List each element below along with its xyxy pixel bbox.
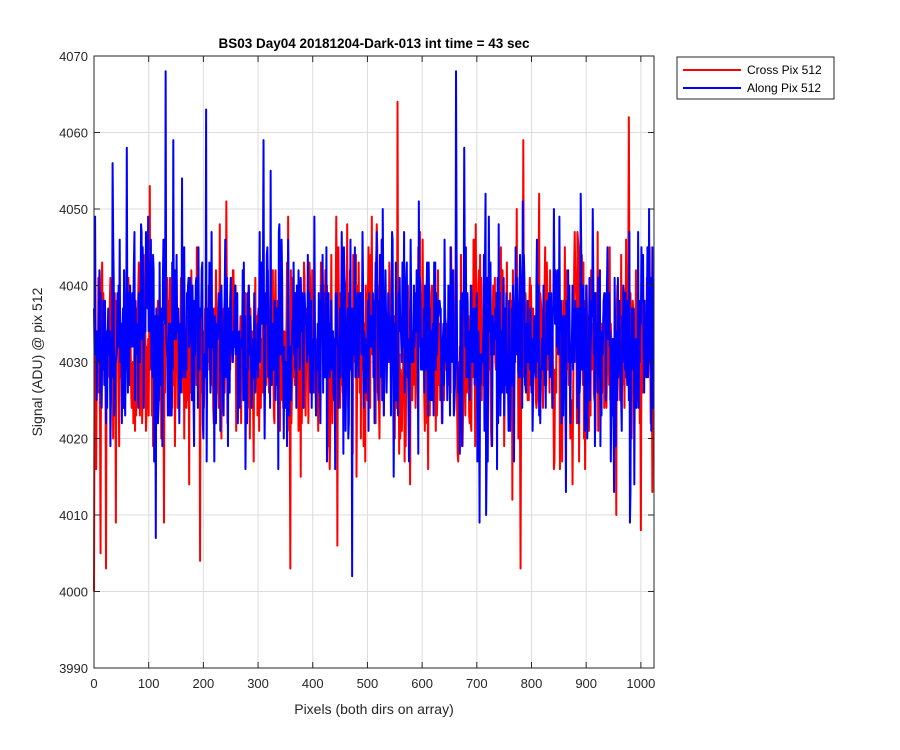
x-tick-label: 500	[357, 676, 379, 691]
y-tick-label: 4020	[59, 432, 88, 447]
y-tick-label: 4010	[59, 508, 88, 523]
series-layer	[93, 70, 655, 592]
x-tick-label: 300	[247, 676, 269, 691]
x-tick-label: 200	[193, 676, 215, 691]
x-tick-label: 1000	[626, 676, 655, 691]
x-tick-label: 900	[575, 676, 597, 691]
x-tick-label: 700	[466, 676, 488, 691]
y-tick-label: 4050	[59, 202, 88, 217]
x-tick-label: 800	[521, 676, 543, 691]
plot-area: 0 100 200 300 400 500 600 700 800 900 1000 3990 4000…	[59, 49, 655, 691]
x-tick-label: 400	[302, 676, 324, 691]
x-tick-label: 600	[411, 676, 433, 691]
legend: Cross Pix 512 Along Pix 512	[676, 56, 835, 100]
x-axis-label: Pixels (both dirs on array)	[294, 701, 454, 717]
x-tick-label: 0	[90, 676, 97, 691]
y-tick-label: 4030	[59, 355, 88, 370]
legend-label-along: Along Pix 512	[747, 81, 821, 95]
ticks: 0 100 200 300 400 500 600 700 800 900 1000 3990 4000…	[59, 49, 655, 691]
y-tick-label: 4000	[59, 585, 88, 600]
y-axis-label: Signal (ADU) @ pix 512	[29, 287, 45, 436]
y-tick-label: 4040	[59, 279, 88, 294]
chart-title: BS03 Day04 20181204-Dark-013 int time = …	[218, 36, 530, 51]
y-tick-label: 4060	[59, 126, 88, 141]
legend-box	[676, 56, 835, 100]
legend-label-cross: Cross Pix 512	[747, 63, 822, 77]
y-tick-label: 4070	[59, 49, 88, 64]
series-line-along-pix-512	[93, 70, 655, 578]
x-tick-label: 100	[138, 676, 160, 691]
y-tick-label: 3990	[59, 661, 88, 676]
